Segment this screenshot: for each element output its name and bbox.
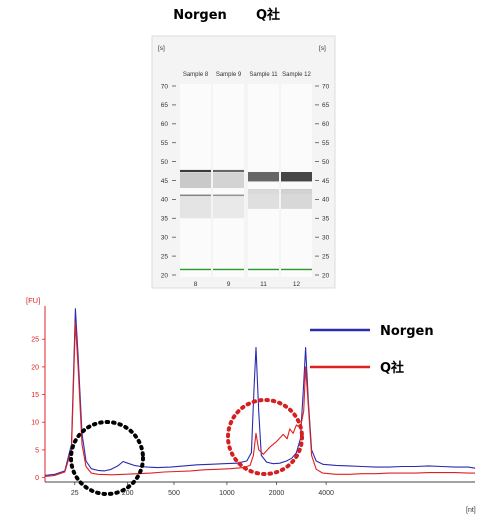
- gel-band: [180, 169, 211, 173]
- y-tick-label: 25: [31, 337, 39, 344]
- gel-tick-label-left: 55: [161, 140, 169, 147]
- gel-tick-label-left: 30: [161, 235, 169, 242]
- gel-axis-unit-left: [s]: [158, 45, 165, 52]
- gel-tick-label-right: 60: [322, 121, 330, 128]
- x-tick-label: 200: [122, 490, 134, 497]
- gel-tick-label-right: 45: [322, 178, 330, 185]
- y-tick-label: 10: [31, 420, 39, 427]
- highlight-circle-red: [226, 398, 304, 476]
- gel-tick-label-left: 70: [161, 83, 169, 90]
- x-tick-label: 25: [71, 490, 79, 497]
- gel-band: [248, 171, 279, 182]
- gel-lane: Sample 11 11: [248, 72, 279, 288]
- gel-lanes: Sample 8 8 Sample 9 9 Sample 11 11 Sample 12 12: [180, 72, 312, 288]
- highlight-circle-black: [69, 420, 145, 496]
- gel-tick-label-left: 40: [161, 197, 169, 204]
- x-tick-label: 4000: [318, 490, 334, 497]
- gel-lane: Sample 8 8: [180, 72, 211, 288]
- gel-band: [248, 189, 279, 209]
- plot-series: [44, 308, 476, 478]
- legend: Norgen Q社: [310, 324, 434, 376]
- lane-number: 8: [194, 281, 198, 288]
- gel-tick-label-right: 30: [322, 235, 330, 242]
- gel-lane: Sample 12 12: [281, 72, 312, 288]
- lane-name: Sample 12: [282, 72, 311, 78]
- group-label-right: Q社: [256, 7, 280, 23]
- lane-number: 11: [260, 281, 267, 288]
- gel-image: [s] [s] 20 20 25 25 30 30 35 35 40 40 45 45 50 50 55 55…: [151, 35, 336, 289]
- x-tick-label: 2000: [269, 490, 285, 497]
- x-tick-label: 500: [168, 490, 180, 497]
- gel-band: [180, 195, 211, 219]
- gel-tick-label-right: 50: [322, 159, 330, 166]
- gel-axis: 20 20 25 25 30 30 35 35 40 40 45 45 50 50 55 55 60 60 65 65…: [161, 83, 330, 279]
- lane-number: 12: [293, 281, 301, 288]
- gel-tick-label-left: 60: [161, 121, 169, 128]
- lane-name: Sample 9: [216, 72, 242, 78]
- gel-tick-label-left: 20: [161, 272, 169, 279]
- gel-band: [180, 172, 211, 189]
- x-tick-label: 1000: [219, 490, 235, 497]
- lane-name: Sample 11: [249, 72, 278, 78]
- gel-tick-label-left: 25: [161, 253, 169, 260]
- series-line-norgen: [44, 308, 476, 476]
- gel-tick-label-left: 35: [161, 216, 169, 223]
- y-tick-label: 15: [31, 392, 39, 399]
- group-label-left: Norgen: [173, 8, 227, 23]
- gel-tick-label-left: 45: [161, 178, 169, 185]
- gel-band: [281, 189, 312, 209]
- y-axis-unit: [FU]: [26, 296, 40, 305]
- gel-band: [281, 171, 312, 182]
- plot-axes: 0 5 10 15 20 25 25 200 500 1000 2000 4000: [31, 306, 475, 497]
- gel-band: [213, 172, 244, 189]
- gel-tick-label-left: 50: [161, 159, 169, 166]
- gel-axis-unit-right: [s]: [319, 45, 326, 52]
- marker-band: [248, 268, 279, 271]
- gel-tick-label-right: 25: [322, 253, 330, 260]
- gel-tick-label-right: 55: [322, 140, 330, 147]
- gel-tick-label-right: 20: [322, 272, 330, 279]
- gel-tick-label-right: 35: [322, 216, 330, 223]
- gel-band: [213, 169, 244, 173]
- legend-label: Q社: [380, 360, 404, 376]
- x-axis-unit: [nt]: [466, 507, 476, 514]
- y-tick-label: 20: [31, 364, 39, 371]
- marker-band: [281, 268, 312, 271]
- gel-band: [213, 195, 244, 219]
- lane-name: Sample 8: [183, 72, 209, 78]
- gel-tick-label-right: 40: [322, 197, 330, 204]
- y-tick-label: 0: [35, 475, 39, 482]
- y-tick-label: 5: [35, 447, 39, 454]
- lane-number: 9: [227, 281, 231, 288]
- gel-tick-label-right: 65: [322, 102, 330, 109]
- gel-tick-label-left: 65: [161, 102, 169, 109]
- electropherogram: [FU] [nt] 0 5 10 15 20 25 25 200 500 1000 2000 4000…: [26, 296, 476, 514]
- marker-band: [180, 268, 211, 271]
- gel-lane: Sample 9 9: [213, 72, 244, 288]
- legend-label: Norgen: [380, 324, 434, 339]
- gel-tick-label-right: 70: [322, 83, 330, 90]
- series-line-q: [44, 322, 475, 478]
- marker-band: [213, 268, 244, 271]
